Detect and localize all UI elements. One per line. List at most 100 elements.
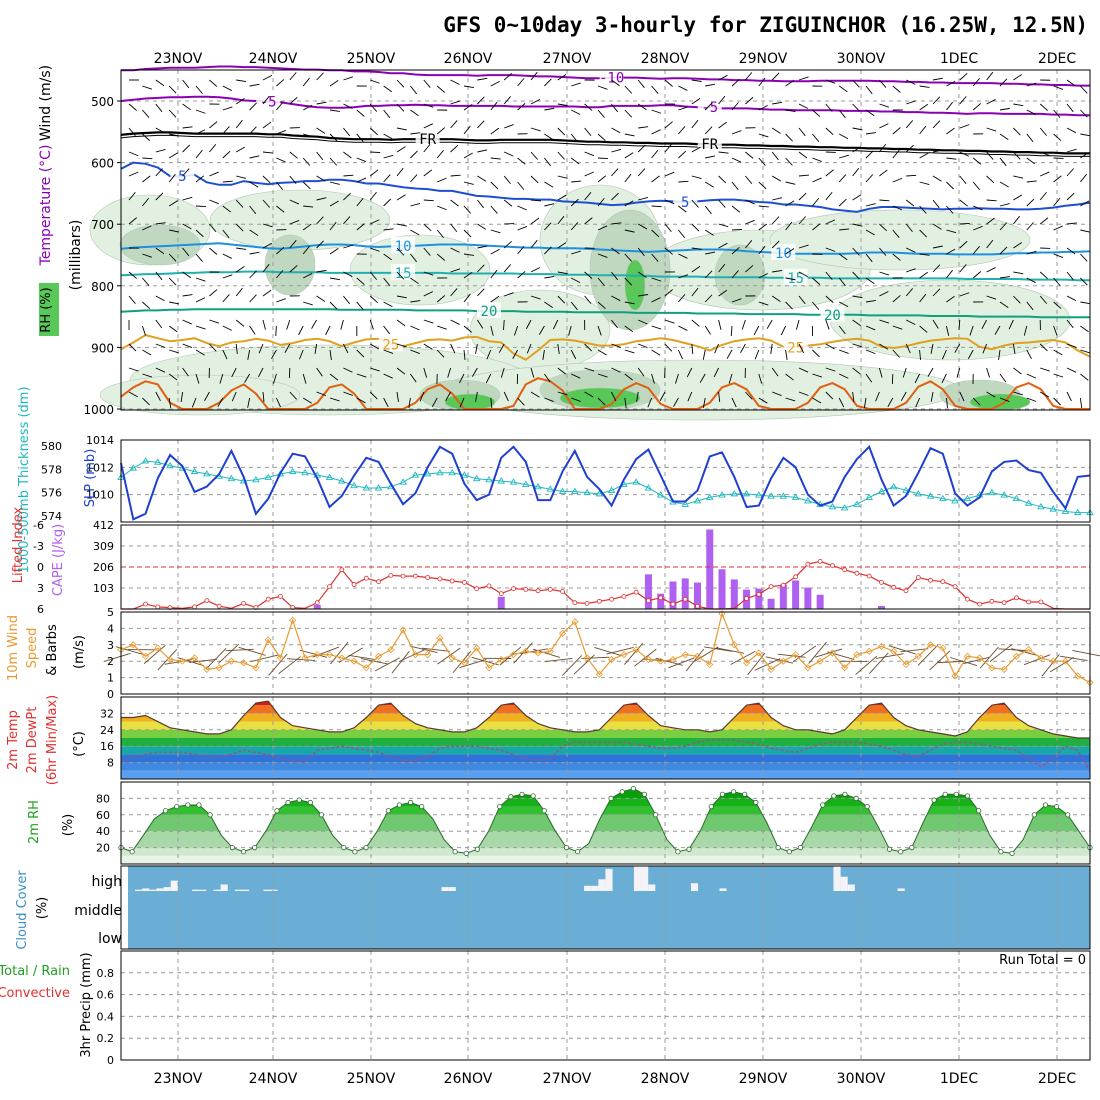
wind-barb bbox=[289, 199, 300, 205]
temp2m-frame bbox=[120, 696, 1091, 780]
isotherm-label: -5 bbox=[701, 100, 718, 116]
wind-barb bbox=[423, 367, 428, 378]
wind-barb bbox=[785, 109, 796, 113]
wind-barb bbox=[209, 319, 220, 324]
wind-barb bbox=[182, 223, 192, 230]
thickness-point bbox=[791, 493, 800, 500]
wind-barb bbox=[195, 129, 206, 135]
wind-barb bbox=[879, 123, 889, 129]
wind-barb bbox=[852, 146, 862, 153]
wind-barb bbox=[1039, 295, 1048, 304]
lifted-index-point bbox=[388, 573, 394, 578]
wind-barb bbox=[503, 319, 505, 331]
wind-barb bbox=[865, 349, 876, 355]
wind-barb bbox=[731, 157, 742, 163]
wind-barb bbox=[182, 126, 193, 129]
wind-barb bbox=[905, 144, 914, 153]
cloud-high-bar bbox=[234, 889, 243, 891]
rh2m-point bbox=[675, 849, 681, 855]
wind-barb bbox=[905, 223, 913, 233]
wind-barb bbox=[954, 343, 961, 353]
wind-barb bbox=[879, 291, 889, 297]
wind-barb bbox=[209, 199, 219, 205]
wind-barb bbox=[436, 295, 446, 303]
wind-barb bbox=[597, 109, 605, 118]
wind-barb bbox=[825, 343, 835, 350]
wind10m-barb bbox=[238, 646, 266, 656]
thickness-point bbox=[509, 478, 518, 485]
wind-barb bbox=[972, 246, 980, 255]
thickness-point bbox=[497, 477, 506, 484]
wind10m-point bbox=[264, 636, 272, 644]
cape-bar bbox=[657, 593, 665, 609]
lifted-index-point bbox=[192, 604, 197, 610]
wind-barb bbox=[436, 127, 446, 135]
rh-shading bbox=[769, 209, 1031, 271]
wind10m-point bbox=[240, 659, 248, 667]
wind-barb bbox=[754, 349, 760, 360]
wind-barb bbox=[370, 247, 380, 252]
wind10m-barb bbox=[900, 648, 929, 653]
wind-barb bbox=[597, 301, 606, 309]
wind-barb bbox=[503, 73, 512, 81]
thickness-tick-label: 578 bbox=[41, 463, 62, 476]
wind-barb bbox=[945, 397, 949, 408]
wind-barb bbox=[557, 74, 567, 81]
wind-barb bbox=[597, 197, 605, 207]
wind-barb bbox=[235, 146, 246, 153]
lifted-index-point bbox=[854, 570, 860, 576]
wind-barb bbox=[1053, 175, 1062, 183]
wind-barb bbox=[825, 103, 833, 112]
wind-barb bbox=[571, 397, 581, 402]
wind-barb bbox=[1026, 250, 1037, 255]
lifted-index-point bbox=[278, 594, 283, 599]
wind-barb bbox=[1080, 325, 1089, 333]
wind-barb bbox=[517, 246, 525, 255]
wind-barb bbox=[530, 295, 541, 300]
wind10m-barb bbox=[868, 652, 889, 674]
lifted-index-point bbox=[670, 601, 676, 607]
wind-barb bbox=[544, 181, 554, 188]
wind-barb bbox=[930, 391, 934, 402]
rh2m-point bbox=[1031, 812, 1037, 818]
wind-barb bbox=[986, 391, 996, 398]
wind-barb bbox=[745, 97, 754, 105]
wind10m-point bbox=[460, 659, 469, 667]
wind-barb bbox=[262, 319, 266, 330]
wind-barb bbox=[798, 271, 809, 278]
wind-barb bbox=[450, 100, 461, 105]
rh2m-tick-label: 60 bbox=[96, 809, 110, 822]
thickness-point bbox=[939, 494, 947, 502]
date-label: 26NOV bbox=[444, 1071, 493, 1087]
thickness-point bbox=[190, 467, 199, 475]
thickness-point bbox=[546, 485, 555, 492]
rh2m-point bbox=[864, 803, 870, 810]
wind10m-point bbox=[583, 654, 591, 662]
cloud-level-label: middle bbox=[74, 903, 122, 919]
rh2m-point bbox=[162, 808, 169, 814]
wind-barb bbox=[852, 194, 862, 201]
wind10m-point bbox=[595, 670, 603, 678]
wind10m-barb bbox=[1023, 654, 1051, 666]
thickness-point bbox=[914, 490, 923, 497]
rh2m-point bbox=[820, 802, 826, 808]
wind-barb bbox=[544, 301, 553, 308]
wind10m-point bbox=[681, 651, 689, 659]
wind-barb bbox=[1013, 103, 1024, 107]
wind-barb bbox=[1040, 367, 1050, 372]
wind-barb bbox=[624, 373, 633, 381]
wind-barb bbox=[1066, 247, 1076, 255]
wind-barb bbox=[584, 103, 593, 111]
wind-barb bbox=[195, 253, 203, 262]
wind-barb bbox=[863, 397, 867, 408]
wind-barb bbox=[450, 144, 459, 153]
wind-barb bbox=[219, 373, 224, 384]
wind-barb bbox=[168, 325, 178, 333]
wind-barb bbox=[303, 301, 313, 306]
wind-barb bbox=[423, 319, 434, 324]
date-label: 1DEC bbox=[940, 1071, 979, 1087]
wind-barb bbox=[1013, 74, 1022, 81]
wind-barb bbox=[128, 103, 137, 111]
